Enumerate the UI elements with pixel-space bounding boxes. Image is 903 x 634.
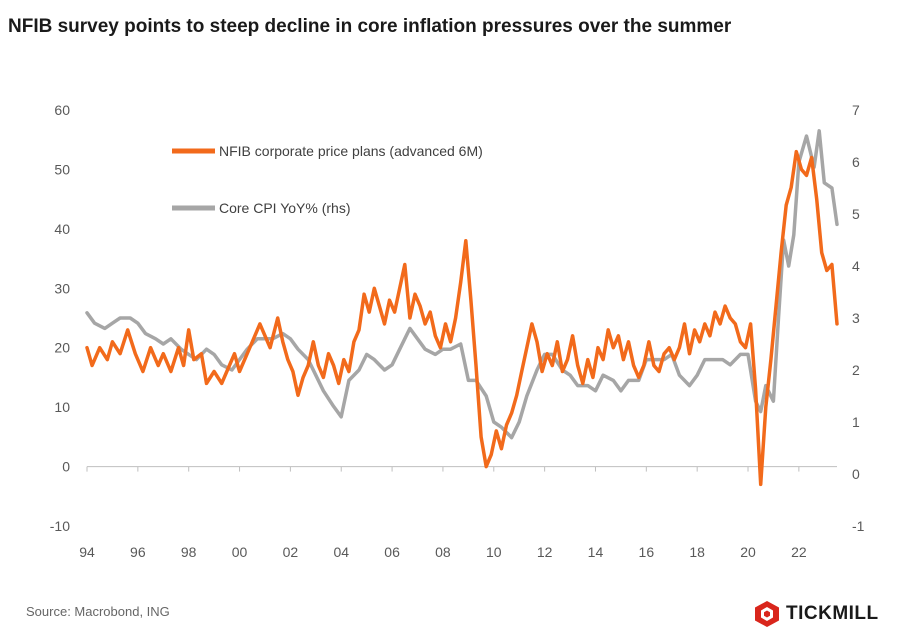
x-tick-label: 02 [283, 544, 299, 560]
y-right-tick-label: 1 [852, 414, 860, 430]
x-tick-label: 20 [740, 544, 756, 560]
legend-nfib-label: NFIB corporate price plans (advanced 6M) [219, 143, 483, 159]
y-left-tick-label: 60 [54, 102, 70, 118]
y-right-tick-label: 2 [852, 362, 860, 378]
chart-title: NFIB survey points to steep decline in c… [8, 16, 732, 37]
x-tick-label: 22 [791, 544, 807, 560]
y-right-tick-label: 5 [852, 206, 860, 222]
y-left-tick-label: 40 [54, 221, 70, 237]
x-tick-label: 06 [384, 544, 400, 560]
y-left-tick-label: 10 [54, 399, 70, 415]
x-tick-label: 96 [130, 544, 146, 560]
x-tick-label: 16 [639, 544, 655, 560]
x-tick-label: 14 [588, 544, 604, 560]
x-tick-label: 08 [435, 544, 451, 560]
core-cpi-series-line [85, 129, 839, 440]
x-tick-label: 12 [537, 544, 553, 560]
tickmill-logo: TICKMILL [754, 600, 879, 628]
x-tick-label: 00 [232, 544, 248, 560]
x-tick-label: 04 [333, 544, 349, 560]
x-tick-label: 10 [486, 544, 502, 560]
tickmill-hexagon-icon [755, 601, 779, 627]
y-right-tick-label: 6 [852, 154, 860, 170]
chart-axes: 94 96 98 00 02 04 06 08 10 12 14 16 18 20 22-100102030… [50, 102, 865, 560]
x-tick-label: 94 [79, 544, 95, 560]
source-note: Source: Macrobond, ING [26, 604, 170, 619]
y-right-tick-label: 7 [852, 102, 860, 118]
logo-text: TICKMILL [786, 603, 879, 624]
y-left-tick-label: 30 [54, 280, 70, 296]
x-tick-label: 18 [689, 544, 705, 560]
nfib-series-line [85, 149, 839, 487]
y-right-tick-label: 3 [852, 310, 860, 326]
y-left-tick-label: 50 [54, 161, 70, 177]
x-tick-label: 98 [181, 544, 197, 560]
y-left-tick-label: -10 [50, 518, 70, 534]
chart-legend: NFIB corporate price plans (advanced 6M)… [172, 143, 483, 216]
line-chart: 94 96 98 00 02 04 06 08 10 12 14 16 18 20 22-100102030… [50, 102, 865, 560]
y-right-tick-label: -1 [852, 518, 865, 534]
y-left-tick-label: 0 [62, 459, 70, 475]
y-right-tick-label: 4 [852, 258, 860, 274]
y-right-tick-label: 0 [852, 466, 860, 482]
legend-core-cpi-label: Core CPI YoY% (rhs) [219, 200, 351, 216]
chart-series [85, 129, 839, 487]
y-left-tick-label: 20 [54, 340, 70, 356]
